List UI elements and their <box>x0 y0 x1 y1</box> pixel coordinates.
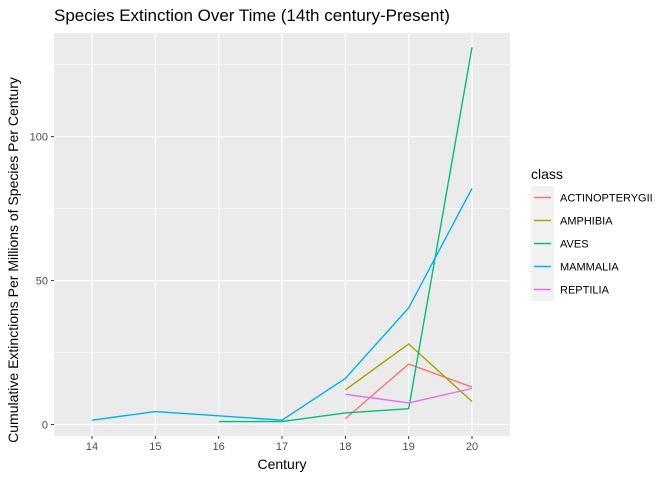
x-tick-label: 20 <box>466 441 478 453</box>
legend-item-actinopterygii: ACTINOPTERYGII <box>531 186 653 209</box>
series-line-actinopterygii <box>344 363 473 420</box>
x-axis-title: Century <box>257 456 306 472</box>
legend-label: AMPHIBIA <box>560 216 613 228</box>
x-tick-label: 18 <box>339 441 351 453</box>
series-line-mammalia <box>91 188 473 421</box>
legend-item-amphibia: AMPHIBIA <box>531 209 613 232</box>
legend-item-mammalia: MAMMALIA <box>531 255 619 278</box>
chart-title: Species Extinction Over Time (14th centu… <box>54 6 450 25</box>
legend-label: AVES <box>560 239 589 251</box>
series-line-aves <box>218 47 473 423</box>
legend-item-reptilia: REPTILIA <box>531 278 610 301</box>
legend-title: class <box>531 166 563 182</box>
legend-label: REPTILIA <box>560 285 610 297</box>
legend-item-aves: AVES <box>531 232 589 255</box>
x-tick-label: 19 <box>403 441 415 453</box>
x-tick-label: 16 <box>213 441 225 453</box>
y-tick-label: 50 <box>36 276 48 288</box>
y-tick-label: 100 <box>30 132 48 144</box>
x-tick-label: 17 <box>276 441 288 453</box>
axis-ticks <box>51 136 473 439</box>
y-axis-title: Cumulative Extinctions Per Millions of S… <box>5 77 21 443</box>
legend-label: MAMMALIA <box>560 262 619 274</box>
x-tick-labels: 14 15 16 17 18 19 20 <box>86 441 478 453</box>
x-tick-label: 14 <box>86 441 98 453</box>
series-line-amphibia <box>344 343 473 402</box>
legend: class ACTINOPTERYGII AMPHIBIA AVES MAMMALIA… <box>531 166 653 301</box>
legend-label: ACTINOPTERYGII <box>560 193 653 205</box>
x-tick-label: 15 <box>149 441 161 453</box>
major-gridlines <box>54 33 510 436</box>
series-line-reptilia <box>345 387 473 404</box>
series-lines <box>91 47 473 423</box>
y-tick-labels: 0 50 100 <box>30 132 48 432</box>
y-tick-label: 0 <box>42 419 48 431</box>
